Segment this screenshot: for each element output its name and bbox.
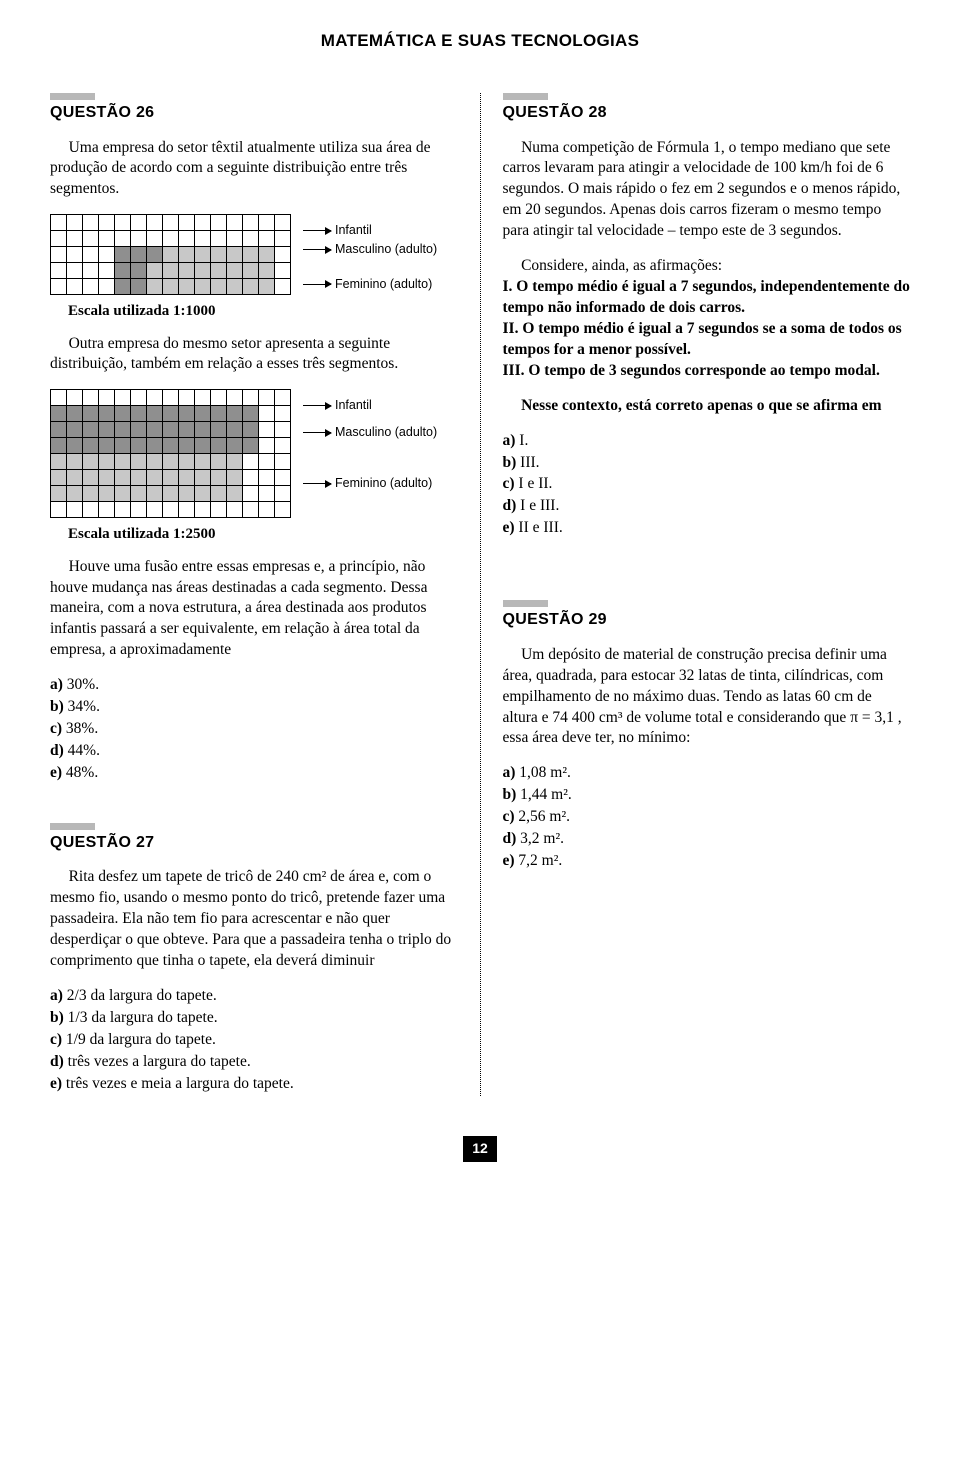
- legend-label: Masculino (adulto): [335, 424, 437, 441]
- q28-stmt-ii: II. O tempo médio é igual a 7 segundos s…: [503, 320, 902, 358]
- page-number: 12: [463, 1136, 497, 1162]
- chart-1: Infantil Masculino (adulto) Feminino (adul…: [50, 214, 458, 295]
- opt-label: e): [503, 852, 515, 869]
- opt-text: III.: [520, 454, 539, 471]
- arrow-icon: [303, 405, 331, 406]
- question-marker: [50, 823, 95, 830]
- opt-text: 48%.: [66, 764, 98, 781]
- arrow-icon: [303, 432, 331, 433]
- q29-intro: Um depósito de material de construção pr…: [503, 645, 911, 750]
- opt-label: b): [503, 786, 517, 803]
- question-marker: [50, 93, 95, 100]
- opt-text: 1,08 m².: [519, 764, 571, 781]
- q28-statements: Considere, ainda, as afirmações: I. O te…: [503, 256, 911, 382]
- right-column: QUESTÃO 28 Numa competição de Fórmula 1,…: [481, 93, 911, 1096]
- question-marker: [503, 93, 548, 100]
- opt-text: três vezes e meia a largura do tapete.: [66, 1075, 294, 1092]
- question-title: QUESTÃO 29: [503, 609, 911, 631]
- legend-label: Feminino (adulto): [335, 276, 432, 293]
- opt-label: c): [503, 808, 515, 825]
- opt-label: d): [503, 830, 517, 847]
- q27-options: a) 2/3 da largura do tapete. b) 1/3 da l…: [50, 986, 458, 1095]
- page-header: MATEMÁTICA E SUAS TECNOLOGIAS: [50, 30, 910, 53]
- q27-intro: Rita desfez um tapete de tricô de 240 cm…: [50, 867, 458, 972]
- question-26: QUESTÃO 26 Uma empresa do setor têxtil a…: [50, 93, 458, 784]
- question-title: QUESTÃO 26: [50, 102, 458, 124]
- opt-label: e): [50, 764, 62, 781]
- opt-text: 34%.: [68, 698, 100, 715]
- opt-label: e): [50, 1075, 62, 1092]
- question-marker: [503, 600, 548, 607]
- q26-mid: Outra empresa do mesmo setor apresenta a…: [50, 334, 458, 376]
- q28-intro: Numa competição de Fórmula 1, o tempo me…: [503, 138, 911, 243]
- opt-label: d): [50, 1053, 64, 1070]
- arrow-icon: [303, 284, 331, 285]
- legend-label: Feminino (adulto): [335, 475, 432, 492]
- opt-text: I e III.: [520, 497, 559, 514]
- opt-text: 3,2 m².: [520, 830, 564, 847]
- chart-1-scale: Escala utilizada 1:1000: [68, 301, 458, 321]
- opt-label: a): [503, 432, 516, 449]
- opt-text: II e III.: [518, 519, 562, 536]
- opt-text: 1,44 m².: [520, 786, 572, 803]
- opt-text: 7,2 m².: [518, 852, 562, 869]
- q28-stmt-i: I. O tempo médio é igual a 7 segundos, i…: [503, 278, 910, 316]
- q28-stmt-iii: III. O tempo de 3 segundos corresponde a…: [503, 362, 880, 379]
- opt-label: c): [50, 720, 62, 737]
- opt-label: a): [503, 764, 516, 781]
- grid-chart-2: [50, 389, 291, 518]
- opt-label: a): [50, 987, 63, 1004]
- question-28: QUESTÃO 28 Numa competição de Fórmula 1,…: [503, 93, 911, 539]
- opt-label: b): [503, 454, 517, 471]
- opt-text: 1/9 da largura do tapete.: [66, 1031, 216, 1048]
- content-columns: QUESTÃO 26 Uma empresa do setor têxtil a…: [50, 93, 910, 1096]
- chart-2-legend: Infantil Masculino (adulto) Feminino (adul…: [303, 389, 437, 492]
- opt-text: 1/3 da largura do tapete.: [68, 1009, 218, 1026]
- opt-label: d): [50, 742, 64, 759]
- question-title: QUESTÃO 28: [503, 102, 911, 124]
- opt-label: e): [503, 519, 515, 536]
- q26-intro: Uma empresa do setor têxtil atualmente u…: [50, 138, 458, 201]
- opt-label: b): [50, 698, 64, 715]
- opt-text: três vezes a largura do tapete.: [68, 1053, 251, 1070]
- q28-closing: Nesse contexto, está correto apenas o qu…: [503, 396, 911, 417]
- opt-text: 44%.: [68, 742, 100, 759]
- q29-options: a) 1,08 m². b) 1,44 m². c) 2,56 m². d) 3…: [503, 763, 911, 872]
- opt-label: c): [50, 1031, 62, 1048]
- opt-label: c): [503, 475, 515, 492]
- opt-text: I e II.: [518, 475, 552, 492]
- left-column: QUESTÃO 26 Uma empresa do setor têxtil a…: [50, 93, 480, 1096]
- question-27: QUESTÃO 27 Rita desfez um tapete de tric…: [50, 823, 458, 1095]
- chart-2: Infantil Masculino (adulto) Feminino (adul…: [50, 389, 458, 518]
- chart-1-legend: Infantil Masculino (adulto) Feminino (adul…: [303, 214, 437, 293]
- q28-options: a) I. b) III. c) I e II. d) I e III. e) …: [503, 431, 911, 540]
- opt-text: 2/3 da largura do tapete.: [67, 987, 217, 1004]
- opt-text: 30%.: [67, 676, 99, 693]
- opt-text: 38%.: [66, 720, 98, 737]
- grid-chart-1: [50, 214, 291, 295]
- question-title: QUESTÃO 27: [50, 832, 458, 854]
- legend-label: Infantil: [335, 397, 372, 414]
- q28-consider: Considere, ainda, as afirmações:: [503, 256, 911, 277]
- opt-label: a): [50, 676, 63, 693]
- arrow-icon: [303, 230, 331, 231]
- opt-text: 2,56 m².: [518, 808, 570, 825]
- opt-label: b): [50, 1009, 64, 1026]
- arrow-icon: [303, 483, 331, 484]
- question-29: QUESTÃO 29 Um depósito de material de co…: [503, 600, 911, 872]
- legend-label: Infantil: [335, 222, 372, 239]
- arrow-icon: [303, 249, 331, 250]
- opt-text: I.: [519, 432, 528, 449]
- opt-label: d): [503, 497, 517, 514]
- q26-options: a) 30%. b) 34%. c) 38%. d) 44%. e) 48%.: [50, 675, 458, 784]
- legend-label: Masculino (adulto): [335, 241, 437, 258]
- q26-end: Houve uma fusão entre essas empresas e, …: [50, 557, 458, 662]
- chart-2-scale: Escala utilizada 1:2500: [68, 524, 458, 544]
